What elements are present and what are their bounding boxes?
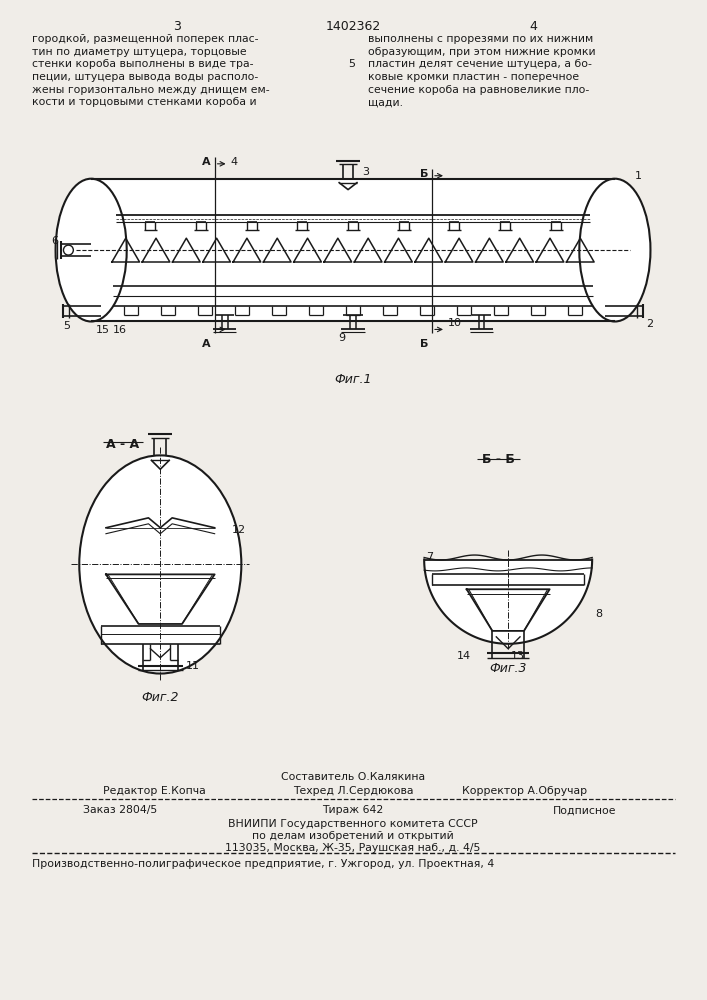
Text: Техред Л.Сердюкова: Техред Л.Сердюкова — [293, 786, 414, 796]
Text: Б: Б — [420, 339, 428, 349]
Text: 15: 15 — [96, 325, 110, 335]
Text: 1: 1 — [635, 171, 642, 181]
Text: щади.: щади. — [368, 97, 403, 107]
Text: А - А: А - А — [106, 438, 139, 451]
Text: Фиг.3: Фиг.3 — [489, 662, 527, 675]
Text: А: А — [202, 339, 211, 349]
Text: пластин делят сечение штуцера, а бо-: пластин делят сечение штуцера, а бо- — [368, 59, 592, 69]
Text: тин по диаметру штуцера, торцовые: тин по диаметру штуцера, торцовые — [32, 47, 247, 57]
Text: Фиг.2: Фиг.2 — [141, 691, 179, 704]
Text: 4: 4 — [529, 20, 537, 33]
Text: Редактор Е.Копча: Редактор Е.Копча — [103, 786, 206, 796]
Ellipse shape — [56, 179, 127, 322]
Text: 6: 6 — [52, 236, 59, 246]
Text: Составитель О.Калякина: Составитель О.Калякина — [281, 772, 425, 782]
Text: образующим, при этом нижние кромки: образующим, при этом нижние кромки — [368, 47, 595, 57]
Text: Тираж 642: Тираж 642 — [322, 805, 384, 815]
Text: Б - Б: Б - Б — [482, 453, 515, 466]
Text: стенки короба выполнены в виде тра-: стенки короба выполнены в виде тра- — [32, 59, 253, 69]
Text: Заказ 2804/5: Заказ 2804/5 — [83, 805, 158, 815]
Text: пеции, штуцера вывода воды располо-: пеции, штуцера вывода воды располо- — [32, 72, 258, 82]
Text: 11: 11 — [186, 661, 200, 671]
Text: Корректор А.Обручар: Корректор А.Обручар — [462, 786, 588, 796]
Text: Фиг.1: Фиг.1 — [334, 373, 372, 386]
Text: по делам изобретений и открытий: по делам изобретений и открытий — [252, 831, 454, 841]
Text: кости и торцовыми стенками короба и: кости и торцовыми стенками короба и — [32, 97, 257, 107]
Text: 7: 7 — [426, 552, 433, 562]
Text: ВНИИПИ Государственного комитета СССР: ВНИИПИ Государственного комитета СССР — [228, 819, 478, 829]
Text: городкой, размещенной поперек плас-: городкой, размещенной поперек плас- — [32, 34, 258, 44]
Text: 16: 16 — [113, 325, 127, 335]
Text: 9: 9 — [338, 333, 345, 343]
Text: 1402362: 1402362 — [325, 20, 380, 33]
Ellipse shape — [79, 455, 241, 674]
Text: сечение короба на равновеликие пло-: сечение короба на равновеликие пло- — [368, 85, 589, 95]
Text: Производственно-полиграфическое предприятие, г. Ужгород, ул. Проектная, 4: Производственно-полиграфическое предприя… — [32, 859, 494, 869]
Polygon shape — [424, 560, 592, 644]
Text: Подписное: Подписное — [554, 805, 617, 815]
Text: 13: 13 — [511, 651, 525, 661]
Text: 3: 3 — [362, 167, 369, 177]
Text: 10: 10 — [448, 318, 462, 328]
Text: 2: 2 — [646, 319, 654, 329]
Text: жены горизонтально между днищем ем-: жены горизонтально между днищем ем- — [32, 85, 269, 95]
Text: 8: 8 — [595, 609, 602, 619]
Text: 12: 12 — [231, 525, 245, 535]
Text: А: А — [202, 157, 211, 167]
Text: 113035, Москва, Ж-35, Раушская наб., д. 4/5: 113035, Москва, Ж-35, Раушская наб., д. … — [226, 843, 481, 853]
Text: 5: 5 — [349, 59, 356, 69]
Ellipse shape — [579, 179, 650, 322]
Text: выполнены с прорезями по их нижним: выполнены с прорезями по их нижним — [368, 34, 593, 44]
Bar — [91, 179, 615, 321]
Text: 4: 4 — [230, 157, 238, 167]
Text: 14: 14 — [457, 651, 471, 661]
Text: 3: 3 — [173, 20, 181, 33]
Text: Б: Б — [420, 169, 428, 179]
Text: ковые кромки пластин - поперечное: ковые кромки пластин - поперечное — [368, 72, 579, 82]
Text: 5: 5 — [64, 321, 71, 331]
